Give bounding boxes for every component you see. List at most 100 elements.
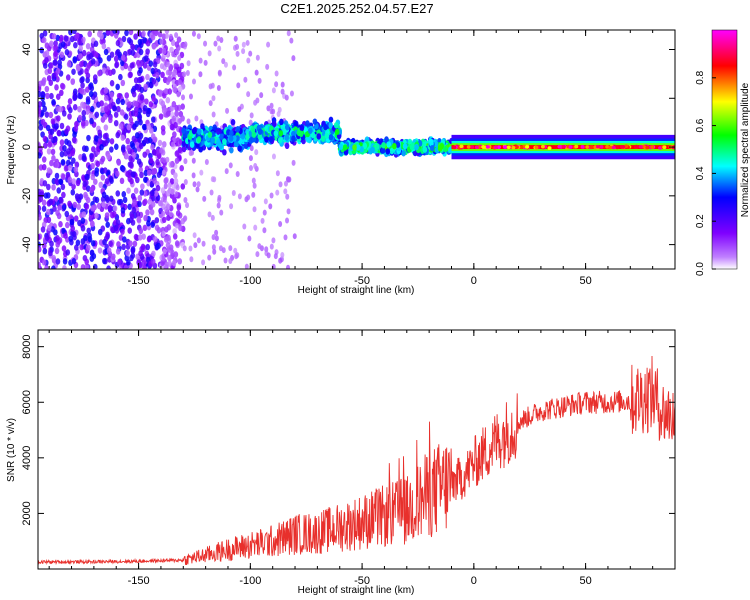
spectrogram-cell	[407, 138, 413, 146]
spectrogram-cell	[115, 248, 121, 255]
spectrogram-cell	[274, 81, 279, 88]
spectrogram-xtick-label: 0	[471, 275, 477, 287]
spectrogram-cell	[165, 69, 170, 76]
spectrogram-cell	[102, 238, 107, 246]
spectrogram-cell	[67, 113, 72, 120]
spectrogram-cell	[133, 110, 139, 117]
spectrogram-cell	[93, 51, 99, 58]
spectrogram-cell	[328, 116, 334, 123]
spectrogram-cell	[280, 88, 285, 95]
spectrogram-cell	[308, 127, 313, 134]
spectrogram-cell	[245, 39, 250, 46]
spectrogram-cell	[49, 240, 54, 248]
spectrogram-cell	[42, 247, 48, 255]
spectrogram-cell	[41, 163, 47, 171]
spectrogram-cell	[121, 243, 126, 251]
spectrogram-cell	[161, 216, 167, 224]
spectrogram-cell	[101, 43, 107, 50]
spectrogram-cell	[312, 118, 318, 125]
spectrogram-cell	[389, 147, 395, 155]
spectrogram-cell	[230, 119, 236, 126]
spectrogram-cell	[116, 92, 122, 100]
spectrogram-cell	[62, 144, 67, 152]
spectrogram-cell	[75, 65, 81, 72]
spectrogram-cell	[59, 197, 64, 204]
spectrogram-cell	[70, 189, 76, 196]
spectrogram-cell	[124, 92, 130, 99]
spectrogram-cell	[278, 181, 283, 188]
spectrogram-cell	[106, 55, 112, 62]
spectrogram-cell	[63, 35, 69, 42]
spectrogram-cell	[50, 118, 56, 125]
spectrogram-cell	[171, 115, 176, 122]
spectrogram-cell	[253, 163, 258, 170]
spectrogram-cell	[59, 150, 65, 158]
spectrogram-cell	[55, 234, 60, 242]
spectrogram-cell	[76, 203, 82, 210]
spectrogram-cell	[131, 152, 137, 159]
spectrogram-cell	[48, 62, 54, 69]
spectrogram-cell	[174, 41, 180, 48]
spectrogram-cell	[224, 168, 229, 175]
spectrogram-cell	[437, 145, 443, 152]
spectrogram-cell	[474, 145, 479, 150]
spectrogram-cell	[132, 240, 138, 247]
spectrogram-cell	[104, 94, 109, 102]
spectrogram-cell	[51, 254, 57, 262]
spectrogram-cell	[221, 58, 226, 65]
spectrogram-cell	[621, 145, 626, 149]
spectrogram-cell	[144, 98, 149, 105]
spectrogram-cell	[264, 136, 269, 143]
spectrogram-cell	[237, 193, 242, 200]
spectrogram-cell	[165, 79, 170, 86]
spectrogram-cell	[78, 193, 84, 200]
spectrogram-cell	[170, 39, 176, 47]
snr-ytick-label: 8000	[21, 334, 33, 358]
spectrogram-ytick-label: 20	[21, 92, 33, 104]
spectrogram-cell	[237, 106, 242, 113]
spectrogram-cell	[64, 138, 69, 145]
spectrogram-cell	[84, 263, 89, 269]
spectrogram-cell	[137, 113, 143, 121]
spectrogram-cell	[60, 159, 66, 166]
spectrogram-cell	[61, 173, 66, 181]
spectrogram-cell	[67, 98, 73, 105]
spectrogram-cell	[139, 86, 145, 94]
spectrogram-cell	[112, 205, 118, 212]
spectrogram-cell	[177, 54, 182, 61]
spectrogram-cell	[180, 42, 185, 49]
spectrogram-cell	[67, 176, 73, 184]
spectrogram-cell	[514, 145, 519, 149]
spectrogram-cell	[150, 189, 155, 197]
spectrogram-cell	[127, 227, 133, 234]
spectrogram-cell	[165, 190, 171, 197]
spectrogram-cell	[381, 142, 386, 149]
spectrogram-cell	[90, 58, 96, 65]
spectrogram-cell	[61, 245, 67, 252]
spectrogram-cell	[140, 243, 146, 251]
spectrogram-cell	[163, 183, 168, 190]
spectrogram-cell	[95, 160, 101, 168]
snr-series-line	[38, 355, 675, 565]
spectrogram-cell	[298, 130, 304, 138]
spectrogram-cell	[74, 161, 80, 168]
spectrogram-cell	[266, 41, 271, 48]
spectrogram-cell	[229, 130, 234, 137]
spectrogram-cell	[126, 144, 131, 152]
spectrogram-cell	[71, 157, 76, 164]
spectrogram-cell	[163, 88, 168, 95]
spectrogram-cell	[127, 203, 132, 210]
spectrogram-cell	[120, 207, 126, 214]
spectrogram-cell	[86, 62, 92, 69]
spectrogram-cell	[634, 144, 639, 149]
spectrogram-cell	[54, 247, 60, 255]
spectrogram-cell	[133, 187, 139, 194]
spectrogram-cell	[212, 124, 217, 131]
spectrogram-cell	[183, 41, 188, 48]
spectrogram-cell	[67, 200, 72, 207]
spectrogram-cell	[305, 136, 311, 143]
spectrogram-cell	[198, 146, 204, 153]
spectrogram-cell	[207, 211, 212, 218]
spectrogram-cell	[120, 228, 125, 235]
spectrogram-cell	[433, 140, 439, 148]
